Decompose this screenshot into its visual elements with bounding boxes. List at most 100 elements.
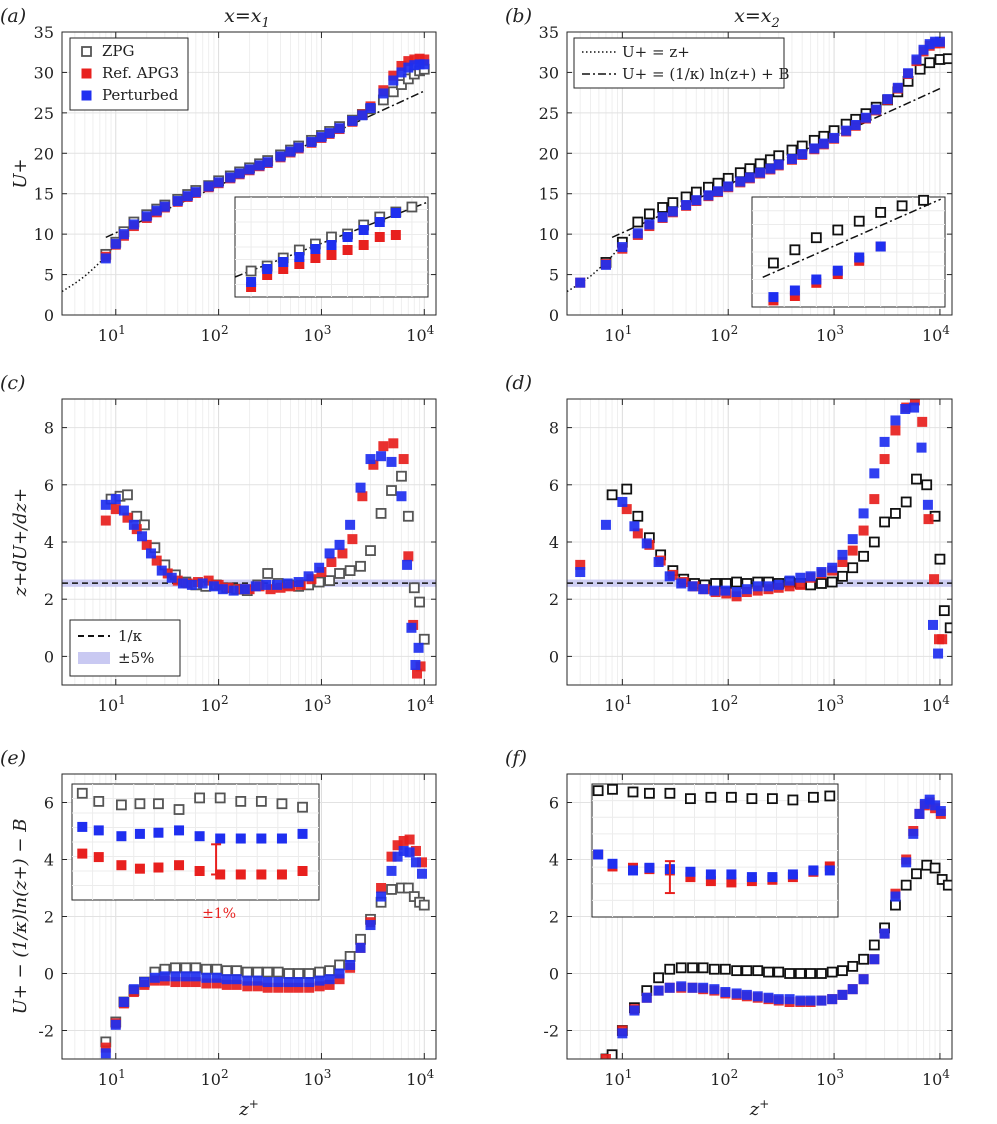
data-marker [357,110,368,121]
data-marker [406,622,417,633]
series-2 [575,36,945,288]
inset-marker [235,869,246,880]
data-marker [293,977,304,988]
data-marker [388,438,399,449]
data-marker [869,494,880,505]
inset-marker [768,257,779,269]
data-marker [261,579,272,590]
data-marker [110,1019,121,1030]
data-marker [306,136,317,147]
y-tick-label: 6 [44,476,54,495]
data-marker [944,622,952,634]
y-tick-label: 6 [549,794,559,813]
data-marker [773,150,785,162]
data-marker [826,966,838,978]
x-tick-label: 103 [816,1067,844,1089]
data-marker [375,507,387,519]
inset-marker [153,827,164,838]
data-marker [765,163,776,174]
data-marker [797,149,808,160]
data-marker [324,965,335,977]
y-tick-label: 15 [34,185,54,204]
data-marker [929,862,941,874]
data-marker [911,868,922,880]
data-marker [345,959,356,970]
data-marker [410,857,421,868]
inset-marker [918,194,929,206]
y-tick-label: 5 [44,266,54,285]
data-marker [755,167,766,178]
data-marker [334,568,345,579]
inset-f [591,783,839,918]
data-marker [784,968,795,979]
data-marker [110,238,121,249]
data-marker [786,144,798,156]
y-tick-label: 6 [549,476,559,495]
panel-label: (d) [505,372,532,394]
reference-line-0 [62,232,125,293]
data-marker [156,565,167,576]
y-tick-label: 0 [44,647,54,666]
data-marker [190,971,201,982]
data-marker [145,548,156,559]
x-tick-label: 102 [201,1067,229,1089]
data-marker [100,499,111,510]
inset-marker [746,872,757,883]
inset-marker [664,787,676,799]
y-tick-label: 10 [34,225,54,244]
data-marker [916,442,927,453]
data-marker [720,987,731,998]
data-marker [795,572,806,583]
data-marker [282,578,293,589]
inset-marker [326,240,337,250]
data-marker [252,975,263,986]
data-marker [197,578,208,589]
data-marker [794,968,806,979]
legend-marker [81,90,92,101]
data-marker [345,519,356,530]
legend-entry: ZPG [102,42,135,60]
data-marker [231,974,242,985]
inset-marker [592,785,604,797]
data-marker [900,496,912,508]
y-tick-label: 35 [34,23,54,42]
data-marker [731,587,742,598]
data-marker [731,576,742,588]
data-marker [818,138,829,149]
data-marker [890,899,901,911]
x-tick-label: 104 [922,1067,950,1089]
data-marker [131,510,143,522]
data-marker [850,119,861,130]
data-marker [731,965,742,977]
panel-a: 0 5 10 15 20 25 30 35 101 102 103 104 (a) x=x1 U+ ZPG Re… [0,5,437,345]
data-marker [667,206,678,217]
data-marker [262,157,273,168]
data-marker [418,899,430,911]
x-tick-label: 103 [303,1067,331,1089]
data-marker [847,984,858,995]
y-tick-label: -2 [38,1022,54,1041]
data-marker [170,971,181,982]
data-marker [334,968,345,979]
data-marker [773,159,784,170]
inset-marker [853,215,865,227]
data-marker [203,181,214,192]
data-marker [386,456,397,467]
inset-reference-line [762,198,942,278]
data-marker [805,968,816,979]
data-marker [186,579,197,590]
inset-marker [255,796,267,807]
data-marker [882,94,893,105]
data-marker [708,963,720,975]
legend-entry: ±5% [118,649,154,667]
inset-marker [77,821,88,832]
data-marker [128,984,139,995]
inset-marker [746,793,758,805]
data-marker [784,575,795,586]
x-tick-label: 102 [710,693,738,715]
inset-marker [297,828,308,839]
data-marker [228,585,239,596]
legend-box [573,37,785,89]
data-marker [402,510,414,522]
data-marker [837,549,848,560]
